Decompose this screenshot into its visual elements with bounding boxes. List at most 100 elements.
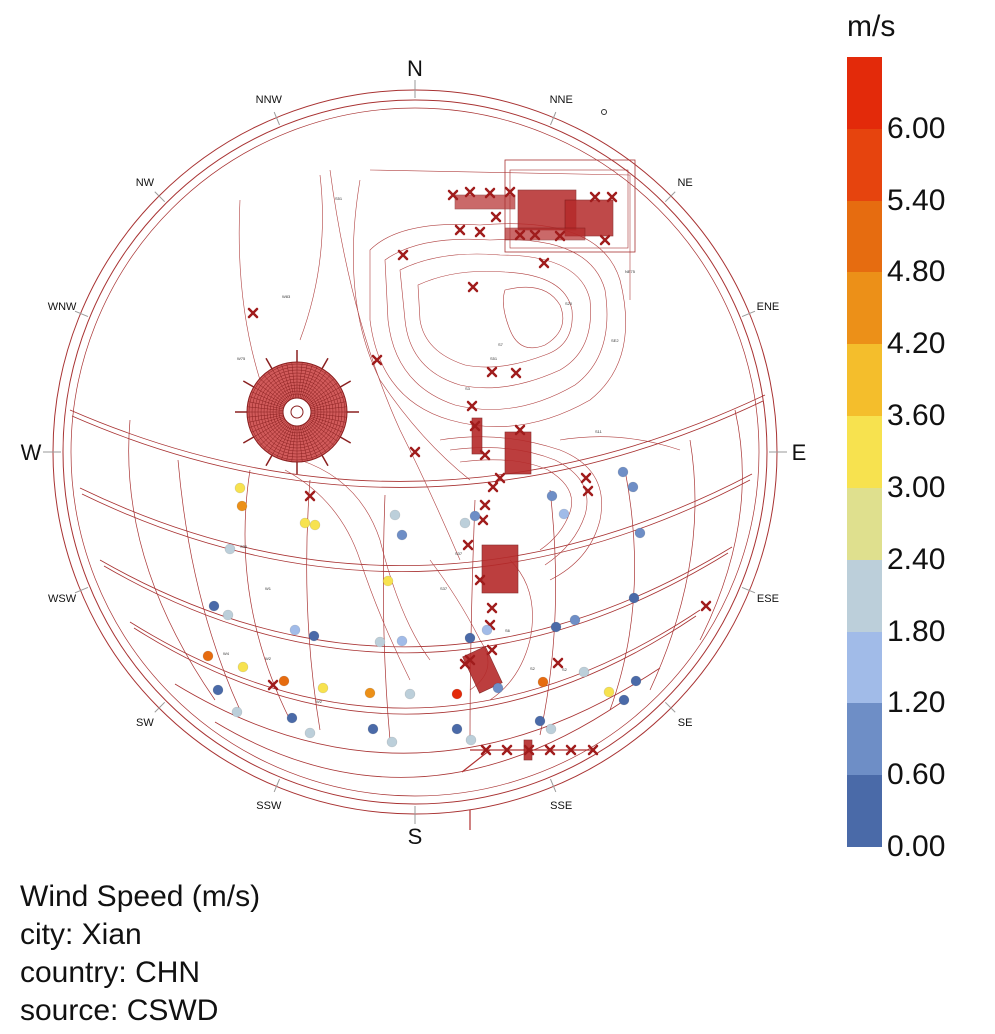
wind-speed-point	[389, 509, 401, 521]
radial-core	[290, 405, 304, 419]
legend-tick-label: 3.60	[887, 399, 946, 433]
x-marker	[529, 229, 541, 241]
wind-rose-diagram: N NNE NE ENE E ESE SE SSE S SSW SW WSW W WNW NW NNW	[21, 56, 807, 849]
radial-spoke	[263, 422, 288, 450]
radial-fin	[339, 436, 352, 444]
wind-speed-point	[451, 723, 463, 735]
wind-speed-point	[309, 519, 321, 531]
radial-spoke	[306, 374, 331, 402]
sun-marker	[601, 109, 607, 115]
radial-fin	[321, 357, 329, 370]
radial-inner	[282, 397, 312, 427]
annotation-12: S37	[440, 586, 448, 591]
x-marker	[477, 514, 489, 526]
band-6	[214, 701, 623, 778]
wind-speed-point	[299, 517, 311, 529]
radial-spoke	[299, 425, 308, 461]
wind-speed-point	[464, 632, 476, 644]
radial-spoke	[298, 425, 303, 462]
radial-spoke	[256, 420, 286, 442]
annotation-6: S20	[565, 301, 573, 306]
legend-swatch	[847, 272, 882, 345]
radial-spoke	[251, 417, 285, 433]
direction-label-s: S	[408, 824, 423, 849]
x-marker	[504, 186, 516, 198]
wind-speed-point	[603, 686, 615, 698]
radial-spoke	[310, 396, 345, 408]
wind-speed-point	[451, 688, 463, 700]
x-marker	[514, 229, 526, 241]
wind-speed-point	[236, 500, 248, 512]
wind-speed-point	[481, 624, 493, 636]
outer-ring-3	[70, 107, 760, 797]
radial-fin	[339, 380, 352, 388]
wind-speed-point	[382, 575, 394, 587]
wind-speed-point	[278, 675, 290, 687]
x-marker	[462, 539, 474, 551]
wind-speed-point	[286, 712, 298, 724]
x-marker	[479, 499, 491, 511]
x-marker	[371, 354, 383, 366]
annotation-17: W4	[223, 651, 230, 656]
chart-caption: Wind Speed (m/s) city: Xian country: CHN…	[20, 878, 260, 1030]
x-marker	[580, 472, 592, 484]
wind-speed-point	[469, 510, 481, 522]
x-marker	[474, 574, 486, 586]
x-marker	[599, 234, 611, 246]
band-3b	[103, 552, 729, 654]
x-marker	[565, 744, 577, 756]
x-marker	[486, 602, 498, 614]
band-1b	[71, 400, 764, 488]
contour-4	[417, 270, 573, 368]
contour-18	[559, 436, 681, 451]
wind-speed-point	[289, 624, 301, 636]
outer-ring-2	[62, 99, 768, 805]
radial-spoke	[276, 424, 292, 458]
wind-speed-point	[628, 592, 640, 604]
chart-title: Wind Speed (m/s)	[20, 880, 261, 913]
band-3	[99, 546, 733, 648]
hour-line-7	[539, 489, 556, 736]
road-2	[461, 749, 491, 773]
radial-fin	[242, 436, 255, 444]
radial-spoke	[308, 382, 338, 404]
contour-15	[238, 199, 261, 381]
legend-swatch	[847, 128, 882, 202]
radial-spoke	[247, 406, 284, 411]
country-value: CHN	[135, 956, 201, 989]
radial-spoke	[305, 371, 327, 401]
direction-tick-nne	[550, 111, 557, 126]
wind-speed-point	[617, 466, 629, 478]
radial-spoke	[307, 378, 335, 403]
contour-17	[369, 169, 631, 300]
radial-spoke	[310, 401, 346, 410]
hour-line-1	[128, 419, 216, 701]
direction-tick-nw	[154, 191, 166, 203]
ne-frame-2	[509, 169, 629, 249]
annotation-20: W2	[316, 699, 323, 704]
wind-speed-point	[212, 684, 224, 696]
radial-spoke	[305, 423, 327, 453]
direction-label-ssw: SSW	[256, 800, 282, 812]
x-marker	[587, 744, 599, 756]
wind-speed-point	[534, 715, 546, 727]
radial-spoke	[259, 378, 287, 403]
x-marker	[487, 481, 499, 493]
legend-tick-label: 6.00	[887, 111, 946, 145]
wind-speed-point	[618, 694, 630, 706]
radial-spoke	[291, 425, 296, 462]
radial-fin	[242, 380, 255, 388]
direction-tick-wsw	[74, 587, 89, 594]
legend-swatch	[847, 200, 882, 273]
radial-spoke	[271, 423, 291, 456]
x-marker	[523, 744, 535, 756]
band-5	[174, 667, 661, 754]
legend-swatch	[847, 57, 882, 130]
x-marker	[474, 226, 486, 238]
radial-spoke	[247, 413, 284, 418]
legend-tick-label: 0.60	[887, 758, 946, 792]
radial-spoke	[299, 363, 308, 399]
direction-tick-ene	[741, 310, 756, 317]
radial-spoke	[259, 421, 287, 446]
legend-swatch	[847, 487, 882, 561]
